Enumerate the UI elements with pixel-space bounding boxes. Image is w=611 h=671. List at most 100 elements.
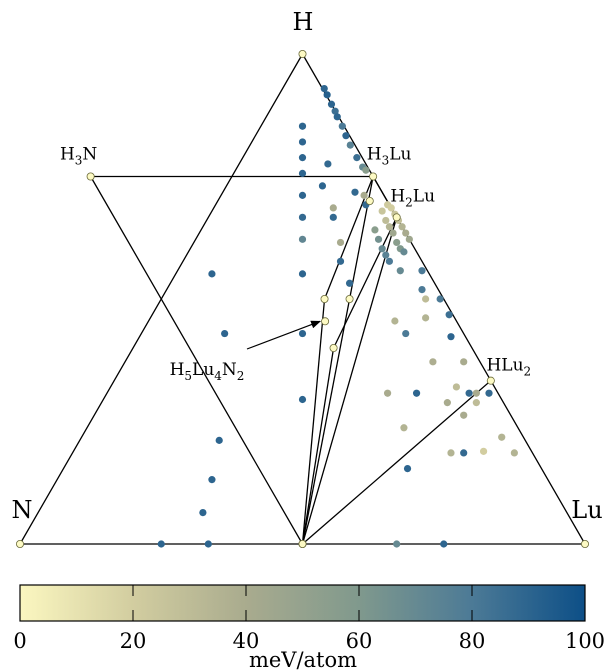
unstable-point [346, 141, 354, 149]
unstable-point [298, 122, 307, 130]
unstable-point [378, 207, 386, 215]
phase-label-part: 3 [382, 154, 390, 168]
unstable-point [429, 358, 437, 366]
unstable-point [460, 358, 468, 366]
h5lu4n2-pointer-arrow [246, 320, 322, 350]
colorbar-tick-label: 40 [233, 629, 260, 653]
unstable-point [460, 449, 468, 457]
unstable-point [396, 267, 404, 275]
unstable-point [298, 154, 307, 162]
colorbar-tick-label: 60 [346, 629, 373, 653]
unstable-point [510, 449, 518, 457]
stable-point [329, 343, 338, 352]
unstable-point [436, 295, 444, 303]
phase-label-part: N [222, 360, 237, 380]
unstable-point [472, 399, 480, 407]
unstable-point [331, 107, 339, 115]
colorbar-tick-label: 100 [565, 629, 605, 653]
phase-label-part: H [486, 356, 501, 376]
unstable-point [479, 447, 488, 455]
phase-label-part: Lu [192, 360, 214, 380]
unstable-point [485, 389, 493, 397]
unstable-point [412, 389, 421, 397]
unstable-point [418, 285, 426, 294]
phase-label-h5lu4n2: H5Lu4N2 [170, 360, 245, 383]
unstable-point [318, 182, 327, 190]
unstable-point [405, 235, 413, 243]
unstable-point [327, 100, 336, 108]
unstable-point [452, 383, 461, 391]
unstable-point [336, 238, 345, 247]
unstable-point [199, 508, 207, 517]
unstable-point [389, 229, 397, 237]
tie-line [301, 347, 335, 545]
unstable-point [382, 216, 390, 225]
unstable-point [323, 91, 331, 99]
colorbar-tick-label: 20 [120, 629, 147, 653]
unstable-point [383, 389, 392, 397]
unstable-point [342, 132, 350, 140]
phase-label-part: 4 [214, 369, 222, 383]
unstable-point [298, 395, 307, 404]
phase-label-h3n: H3N [60, 145, 97, 168]
unstable-point [445, 311, 453, 319]
tie-line [302, 380, 492, 545]
phase-label-part: N [82, 145, 97, 165]
unstable-point [378, 245, 386, 253]
unstable-point [298, 169, 307, 177]
unstable-point [333, 113, 341, 121]
unstable-point [374, 235, 383, 243]
unstable-point [422, 314, 430, 322]
phase-label-part: Lu [501, 356, 523, 376]
stable-point [321, 317, 330, 326]
unstable-point [353, 154, 361, 162]
unstable-point [329, 213, 337, 221]
stable-point [392, 213, 401, 222]
unstable-point [338, 122, 346, 130]
unstable-point [208, 476, 216, 484]
colorbar: 0 20 40 60 80 100 meV/atom [13, 584, 605, 671]
unstable-point [402, 229, 410, 237]
unstable-point [403, 464, 412, 473]
unstable-point [298, 329, 307, 338]
stable-point [369, 172, 378, 181]
phase-label-part: 3 [75, 154, 83, 168]
corner-label-left: N [12, 496, 33, 524]
unstable-point [324, 160, 332, 168]
phase-label-part: 2 [237, 369, 245, 383]
stable-point [486, 376, 495, 385]
unstable-point [204, 540, 212, 548]
phase-label-part: 2 [405, 195, 413, 209]
phase-label-part: H [60, 145, 75, 165]
unstable-point [400, 248, 408, 256]
stable-point [365, 196, 374, 205]
corner-label-right: Lu [571, 496, 602, 524]
phase-label-part: Lu [389, 145, 411, 165]
colorbar-ticks: 0 20 40 60 80 100 [13, 585, 605, 653]
unstable-point [391, 317, 399, 325]
phase-label-part: Lu [413, 186, 435, 206]
unstable-point [351, 188, 359, 196]
unstable-point [221, 329, 229, 338]
unstable-point [422, 295, 430, 303]
stable-point [15, 540, 24, 549]
unstable-points [157, 84, 518, 548]
unstable-point [336, 257, 345, 265]
colorbar-tick-label: 0 [13, 629, 26, 653]
unstable-point [393, 540, 401, 548]
unstable-point [320, 84, 328, 93]
colorbar-gradient [19, 584, 586, 622]
unstable-point [360, 191, 368, 199]
unstable-point [345, 279, 354, 287]
corner-label-top: H [293, 8, 314, 36]
stable-point [298, 50, 307, 59]
colorbar-label: meV/atom [249, 648, 357, 671]
phase-label-part: 2 [524, 365, 532, 379]
unstable-point [447, 449, 455, 457]
unstable-point [440, 540, 448, 548]
phase-label-part: H [170, 360, 185, 380]
phase-label-h3lu: H3Lu [367, 145, 412, 168]
unstable-point [329, 204, 337, 212]
tie-line [301, 176, 374, 545]
